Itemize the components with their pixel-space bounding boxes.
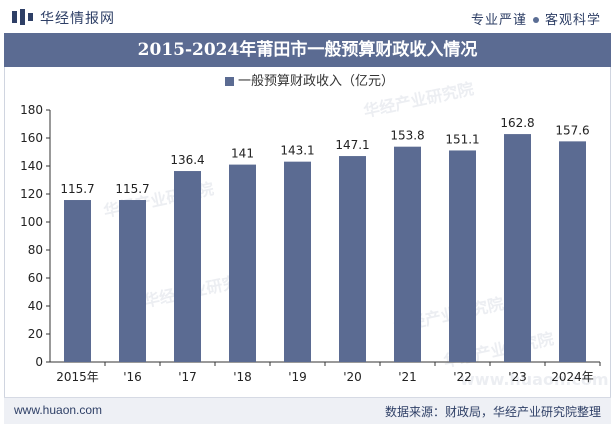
y-tick-label: 180 — [20, 103, 43, 117]
y-tick-label: 0 — [35, 355, 43, 369]
bar — [559, 141, 586, 362]
separator-dot-icon — [532, 16, 539, 23]
watermark-url: www.huaon.com — [460, 370, 609, 389]
footer: www.huaon.com 数据来源：财政局，华经产业研究院整理 — [4, 397, 611, 424]
logo-icon — [12, 9, 33, 25]
data-label: 136.4 — [170, 153, 204, 167]
legend-swatch — [225, 77, 234, 86]
bar — [504, 134, 531, 362]
x-tick-label: '23 — [508, 370, 527, 384]
footer-source: 数据来源：财政局，华经产业研究院整理 — [384, 405, 601, 419]
x-tick-label: 2024年 — [551, 370, 594, 384]
slogan-left: 专业严谨 — [470, 13, 527, 28]
y-tick-label: 100 — [20, 215, 43, 229]
y-tick-label: 40 — [28, 299, 43, 313]
bar — [229, 164, 256, 362]
bar-chart: 华经产业研究院华经产业研究院华经产业研究院华经产业研究院华经产业研究院www.h… — [20, 73, 609, 389]
x-tick-label: '17 — [178, 370, 197, 384]
y-tick-label: 60 — [28, 271, 43, 285]
data-label: 151.1 — [445, 132, 479, 146]
data-label: 162.8 — [500, 116, 534, 130]
y-tick-label: 80 — [28, 243, 43, 257]
chart-area: 华经产业研究院华经产业研究院华经产业研究院华经产业研究院华经产业研究院www.h… — [4, 67, 611, 397]
x-tick-label: '21 — [398, 370, 417, 384]
bar — [119, 200, 146, 362]
bar — [284, 161, 311, 362]
bar — [339, 156, 366, 362]
bar — [174, 171, 201, 362]
x-tick-label: '20 — [343, 370, 362, 384]
bar — [449, 150, 476, 362]
y-tick-label: 120 — [20, 187, 43, 201]
data-label: 153.8 — [390, 129, 424, 143]
bar — [64, 200, 91, 362]
data-label: 115.7 — [115, 182, 149, 196]
slogan: 专业严谨 客观科学 — [471, 9, 601, 28]
x-tick-label: '22 — [453, 370, 472, 384]
y-tick-label: 20 — [28, 327, 43, 341]
title-band: 2015-2024年莆田市一般预算财政收入情况 — [4, 33, 611, 67]
y-tick-label: 160 — [20, 131, 43, 145]
y-tick-label: 140 — [20, 159, 43, 173]
data-label: 157.6 — [555, 123, 589, 137]
top-bar: 华经情报网 专业严谨 客观科学 — [0, 0, 615, 33]
data-label: 141 — [231, 147, 254, 161]
x-tick-label: '18 — [233, 370, 252, 384]
chart-title: 2015-2024年莆田市一般预算财政收入情况 — [137, 40, 478, 60]
site-name: 华经情报网 — [40, 11, 115, 27]
footer-url: www.huaon.com — [14, 403, 103, 417]
slogan-right: 客观科学 — [544, 13, 601, 28]
legend-label: 一般预算财政收入（亿元） — [238, 73, 394, 89]
x-tick-label: '19 — [288, 370, 307, 384]
x-tick-label: '16 — [123, 370, 142, 384]
bar — [394, 146, 421, 362]
x-tick-label: 2015年 — [56, 370, 99, 384]
data-label: 143.1 — [280, 144, 314, 158]
data-label: 147.1 — [335, 138, 369, 152]
data-label: 115.7 — [60, 182, 94, 196]
